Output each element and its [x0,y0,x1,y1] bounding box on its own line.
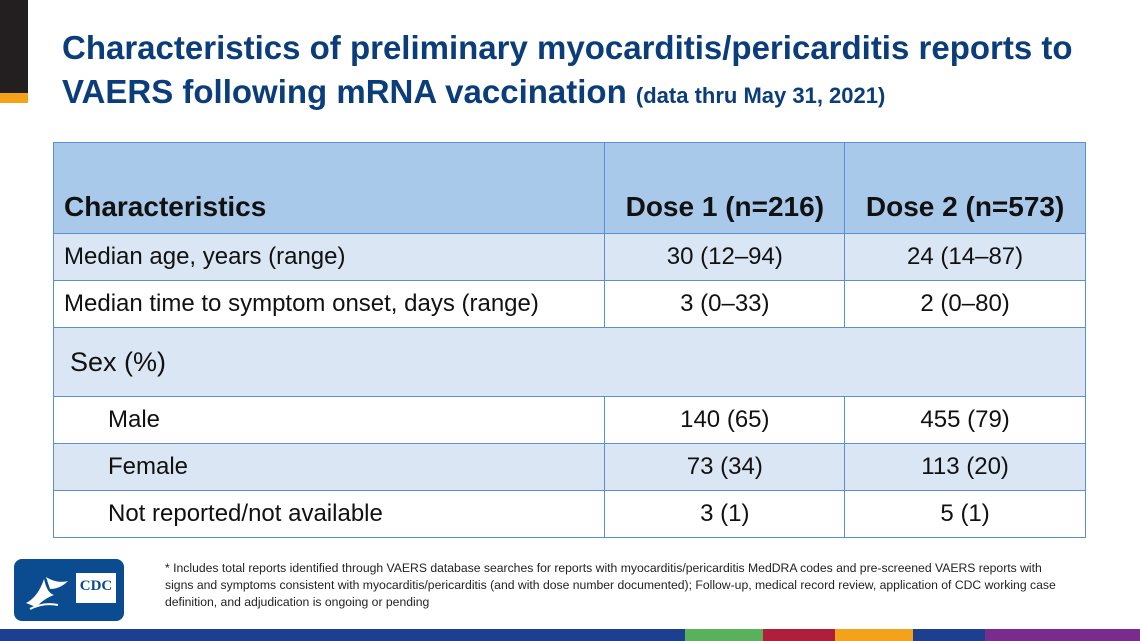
row-dose1-value: 30 (12–94) [604,233,846,281]
row-label: Median time to symptom onset, days (rang… [52,280,606,328]
table-row-male: Male 140 (65) 455 (79) [52,396,1086,444]
header-dose1: Dose 1 (n=216) [604,142,846,234]
left-accent-stripe [0,93,28,103]
row-dose2-value: 113 (20) [844,443,1086,491]
table-section-sex: Sex (%) [53,327,1086,397]
row-dose1-value: 3 (0–33) [604,280,846,328]
bottom-bar-segment [835,629,913,641]
slide-title-main: Characteristics of preliminary myocardit… [62,29,1073,110]
row-dose2-value: 455 (79) [844,396,1086,444]
header-characteristics: Characteristics [52,142,606,234]
bottom-bar-segment [685,629,763,641]
characteristics-table: Characteristics Dose 1 (n=216) Dose 2 (n… [52,142,1086,538]
cdc-logo-text: CDC [79,578,113,594]
bottom-color-bar [0,629,1140,641]
table-row-median-onset: Median time to symptom onset, days (rang… [52,280,1086,328]
bottom-bar-segment [913,629,985,641]
bottom-bar-segment [985,629,1140,641]
left-accent-bar [0,0,28,93]
bottom-bar-segment [0,629,300,641]
bottom-bar-segment [300,629,685,641]
row-dose2-value: 24 (14–87) [844,233,1086,281]
header-dose2: Dose 2 (n=573) [844,142,1086,234]
table-row-female: Female 73 (34) 113 (20) [52,443,1086,491]
row-label: Female [52,443,606,491]
bottom-bar-segment [763,629,835,641]
row-label: Not reported/not available [52,490,606,538]
section-label: Sex (%) [53,327,1086,397]
row-label: Male [52,396,606,444]
row-dose2-value: 2 (0–80) [844,280,1086,328]
cdc-logo: CDC [14,559,124,621]
row-dose1-value: 140 (65) [604,396,846,444]
row-label: Median age, years (range) [52,233,606,281]
table-header-row: Characteristics Dose 1 (n=216) Dose 2 (n… [52,142,1086,234]
hhs-eagle-icon [26,577,68,610]
row-dose2-value: 5 (1) [844,490,1086,538]
slide-title: Characteristics of preliminary myocardit… [62,26,1122,118]
slide-title-subtitle: (data thru May 31, 2021) [635,83,886,108]
footnote: * Includes total reports identified thro… [165,561,1056,609]
table-row-not-reported: Not reported/not available 3 (1) 5 (1) [52,490,1086,538]
row-dose1-value: 3 (1) [604,490,846,538]
cdc-logo-box: CDC [76,573,116,603]
row-dose1-value: 73 (34) [604,443,846,491]
table-row-median-age: Median age, years (range) 30 (12–94) 24 … [52,233,1086,281]
